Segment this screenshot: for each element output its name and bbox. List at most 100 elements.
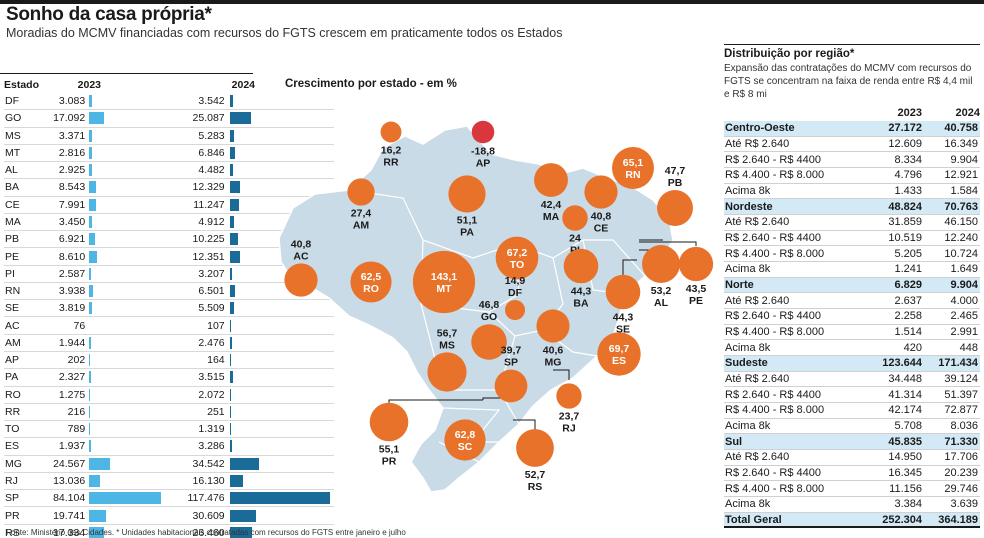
value-2024: 117.476 (187, 492, 225, 505)
region-income-row: R$ 4.400 - R$ 8.000 1.514 2.991 (724, 325, 980, 341)
bar-2023 (89, 285, 93, 298)
bar-2024-cell (225, 95, 334, 108)
bubble-state: AM (353, 220, 370, 232)
value-2023: 2.327 (58, 371, 86, 384)
region-income-row: R$ 4.400 - R$ 8.000 42.174 72.877 (724, 403, 980, 419)
bar-2023-cell (85, 164, 187, 177)
row-value-2023: 8.334 (894, 153, 922, 166)
bubble-sp (494, 369, 528, 403)
row-value-2024: 2.465 (950, 310, 978, 323)
bubble-value: 52,7 (525, 469, 546, 481)
region-income-row: Até R$ 2.640 14.950 17.706 (724, 450, 980, 466)
state-code: MS (5, 129, 21, 142)
value-2024: 6.846 (198, 146, 225, 159)
value-2023: 3.371 (58, 129, 86, 142)
bubble-state: BA (573, 297, 589, 309)
bubble-value: 47,7 (665, 165, 686, 177)
value-2024: 3.542 (198, 95, 225, 108)
row-value-2024: 9.904 (950, 279, 978, 292)
bar-2023-cell (85, 319, 187, 332)
state-row: RO 1.275 2.072 (4, 387, 334, 404)
header-2023: 2023 (77, 78, 101, 91)
row-value-2023: 1.241 (894, 263, 922, 276)
row-value-2024: 39.124 (944, 373, 978, 386)
row-value-2024: 2.991 (950, 326, 978, 339)
value-2023: 3.938 (58, 285, 86, 298)
bubble-value: 40,6 (543, 345, 564, 357)
header-estado: Estado (4, 78, 40, 91)
bar-2023 (89, 302, 93, 315)
bar-2023 (89, 129, 93, 142)
state-code: AL (5, 164, 18, 177)
value-2023: 19.741 (53, 509, 86, 522)
value-2024: 5.283 (198, 129, 225, 142)
bar-2023-cell (85, 146, 187, 159)
value-2024: 4.482 (198, 164, 225, 177)
bubble-ce (584, 175, 618, 209)
bubble-state: RR (383, 156, 399, 168)
bar-2023 (89, 233, 96, 246)
region-rows: Centro-Oeste 27.172 40.758 Até R$ 2.640 12.6… (724, 121, 980, 529)
leader-line-rj (553, 369, 570, 380)
value-2023: 6.921 (58, 233, 86, 246)
bar-2023-cell (85, 457, 187, 470)
value-2023: 2.816 (58, 146, 86, 159)
bar-2023-cell (85, 112, 187, 125)
region-total-row: Total Geral 252.304 364.189 (724, 512, 980, 529)
bar-2024 (229, 474, 244, 487)
value-2023: 3.450 (58, 215, 86, 228)
row-label: Até R$ 2.640 (725, 373, 790, 386)
state-code: PI (5, 267, 15, 280)
row-value-2023: 420 (903, 341, 922, 354)
state-code: RN (5, 285, 21, 298)
row-value-2024: 12.921 (944, 169, 978, 182)
state-row: DF 3.083 3.542 (4, 93, 334, 111)
page-subtitle: Moradias do MCMV financiadas com recurso… (6, 26, 563, 40)
state-code: PB (5, 233, 20, 246)
row-value-2023: 41.314 (888, 388, 922, 401)
bubble-value: 44,3 (571, 285, 592, 297)
bubble-ba (563, 248, 599, 284)
value-2024: 164 (207, 354, 225, 367)
bar-2024 (229, 250, 241, 263)
bar-2024 (229, 423, 231, 436)
bubble-state: PE (689, 295, 703, 307)
row-value-2023: 42.174 (888, 404, 922, 417)
row-label: Até R$ 2.640 (725, 294, 790, 307)
bar-2023 (89, 181, 97, 194)
bubble-value: 65,1 (623, 157, 644, 169)
bar-2024-cell (225, 319, 334, 332)
bar-2024 (229, 526, 253, 538)
value-2023: 1.944 (58, 336, 86, 349)
bubble-state: AC (293, 250, 309, 262)
bubble-state: MG (545, 357, 562, 369)
row-label: R$ 2.640 - R$ 4400 (725, 467, 822, 480)
value-2024: 26.460 (192, 526, 225, 538)
region-income-row: Acima 8k 420 448 (724, 340, 980, 357)
region-income-row: R$ 4.400 - R$ 8.000 4.796 12.921 (724, 168, 980, 184)
bar-2023-cell (85, 181, 187, 194)
bubble-value: 44,3 (613, 311, 634, 323)
bar-2024-cell (225, 198, 334, 211)
row-value-2023: 5.205 (894, 247, 922, 260)
value-2023: 8.610 (58, 250, 86, 263)
row-label: R$ 4.400 - R$ 8.000 (725, 247, 825, 260)
bar-2024 (229, 233, 239, 246)
row-value-2023: 31.859 (888, 216, 922, 229)
row-value-2023: 1.514 (894, 326, 922, 339)
region-income-row: Até R$ 2.640 31.859 46.150 (724, 215, 980, 231)
value-2023: 17.092 (53, 112, 86, 125)
bubble-value: 40,8 (291, 238, 312, 250)
bubble-go (471, 324, 507, 360)
bar-2023 (89, 267, 92, 280)
value-2024: 2.072 (198, 388, 225, 401)
bar-2023-cell (85, 267, 187, 280)
row-label: Total Geral (725, 513, 782, 526)
bar-2024-cell (225, 233, 334, 246)
row-label: R$ 2.640 - R$ 4400 (725, 153, 822, 166)
bar-2024 (229, 267, 233, 280)
bubble-state: MA (543, 211, 560, 223)
bubble-pi (562, 205, 588, 231)
value-2024: 3.286 (198, 440, 225, 453)
